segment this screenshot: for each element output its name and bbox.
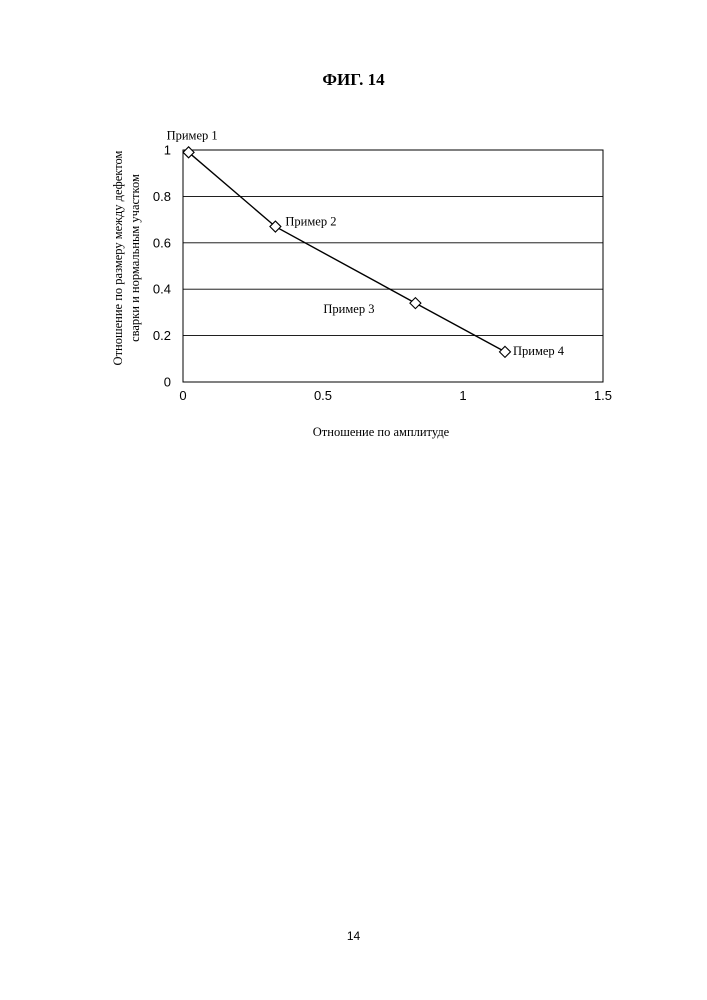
x-tick-labels: 0 0.5 1 1.5 xyxy=(179,388,612,403)
y-axis-label-line: сварки и нормальным участком xyxy=(128,174,142,342)
point-label: Пример 4 xyxy=(513,344,565,358)
y-tick-labels: 0 0.2 0.4 0.6 0.8 1 xyxy=(153,143,171,390)
y-axis-label-line: Отношение по размеру между дефектом xyxy=(111,150,125,365)
data-markers xyxy=(183,147,510,358)
y-axis-label: Отношение по размеру между дефектомсварк… xyxy=(111,150,142,365)
series-line xyxy=(189,152,505,351)
x-tick-label: 1 xyxy=(459,388,466,403)
point-label: Пример 2 xyxy=(285,215,336,229)
x-axis-label: Отношение по амплитуде xyxy=(313,425,450,439)
y-tick-label: 0.2 xyxy=(153,328,171,343)
y-tick-label: 0.6 xyxy=(153,235,171,250)
y-tick-label: 1 xyxy=(164,143,171,158)
x-tick-label: 0.5 xyxy=(314,388,332,403)
gridlines xyxy=(183,196,603,335)
diamond-marker xyxy=(500,346,511,357)
y-tick-label: 0.4 xyxy=(153,282,171,297)
y-tick-label: 0 xyxy=(164,375,171,390)
x-tick-label: 1.5 xyxy=(594,388,612,403)
diamond-marker xyxy=(410,298,421,309)
point-label: Пример 3 xyxy=(323,302,374,316)
y-tick-label: 0.8 xyxy=(153,189,171,204)
page-number: 14 xyxy=(0,929,707,943)
x-tick-label: 0 xyxy=(179,388,186,403)
point-label: Пример 1 xyxy=(167,128,218,142)
